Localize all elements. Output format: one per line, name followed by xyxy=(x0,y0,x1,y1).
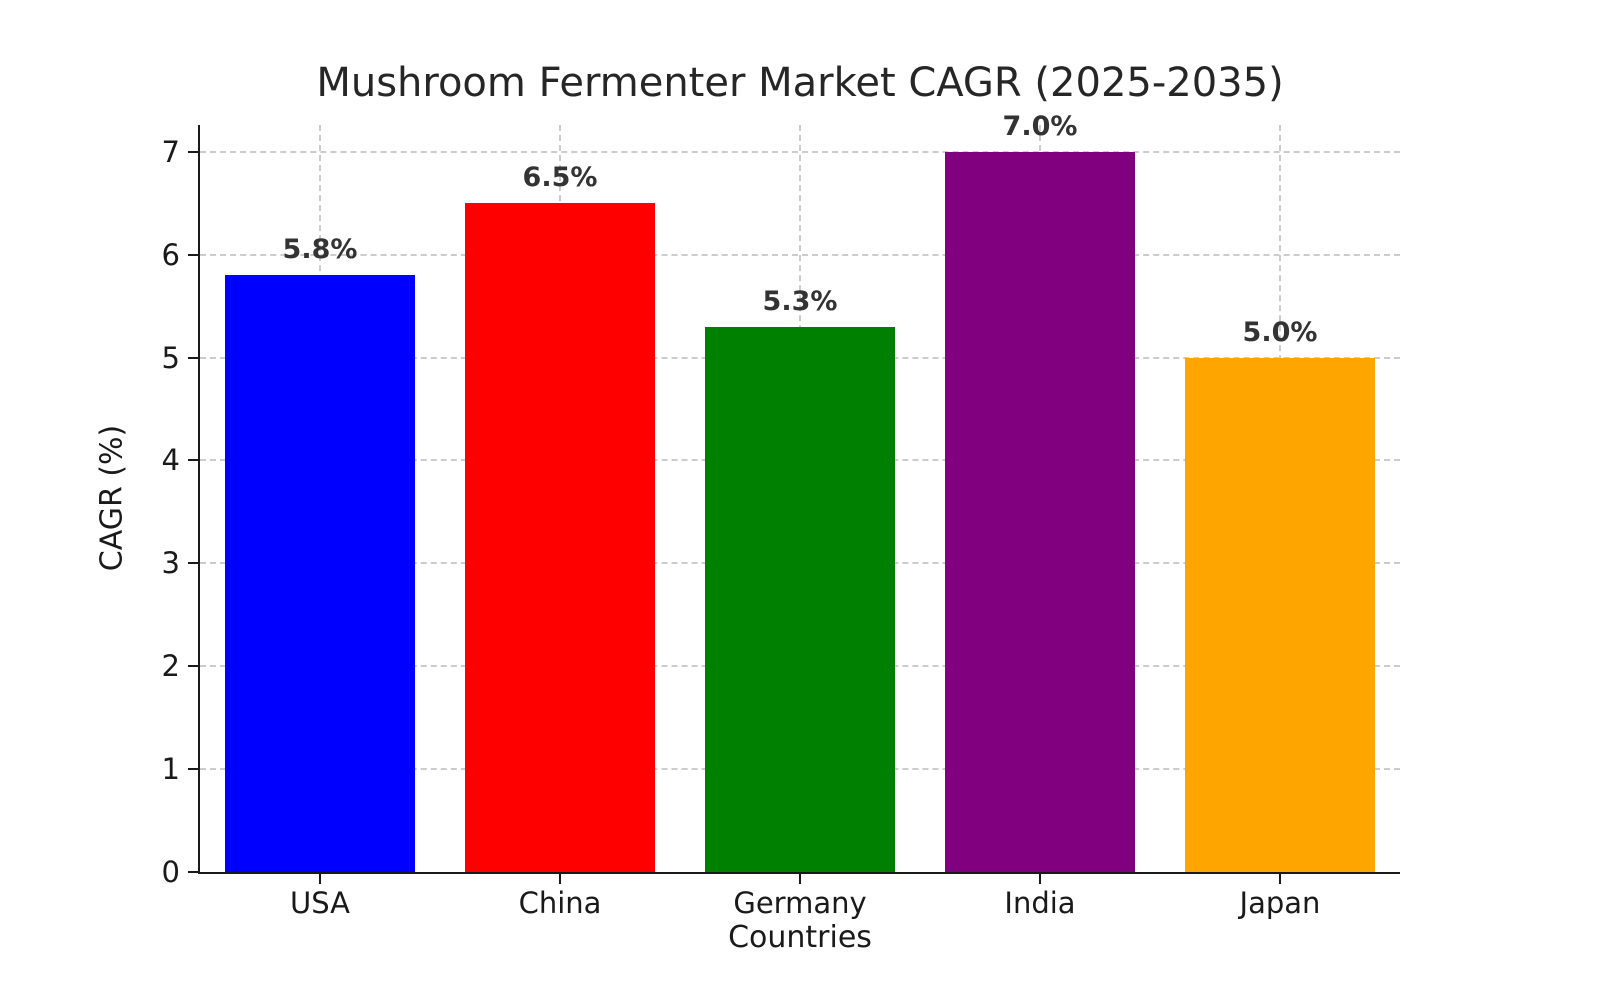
bar xyxy=(705,326,895,872)
bar-value-label: 6.5% xyxy=(522,162,598,194)
y-tick-label: 6 xyxy=(161,237,180,272)
y-tick-mark xyxy=(188,356,198,359)
y-tick-label: 5 xyxy=(161,340,180,375)
chart-title: Mushroom Fermenter Market CAGR (2025-203… xyxy=(316,60,1284,106)
bar-value-label: 5.8% xyxy=(282,234,358,266)
x-tick-label: India xyxy=(1004,886,1076,920)
x-tick-mark xyxy=(559,874,561,884)
y-axis-spine xyxy=(198,125,200,872)
plot-area: 0 1 2 3 4 5 6 7 5.8% USA 6.5% China 5.3% Germany 7.0% I… xyxy=(162,111,1400,920)
y-tick-label: 2 xyxy=(161,649,180,684)
y-tick-mark xyxy=(188,562,198,565)
y-tick-label: 0 xyxy=(161,855,180,889)
x-tick-mark xyxy=(1279,874,1281,884)
y-tick-mark xyxy=(188,459,198,462)
x-axis-spine xyxy=(198,872,1400,874)
x-tick-mark xyxy=(1039,874,1041,884)
y-tick-mark xyxy=(188,150,198,153)
x-tick-label: Germany xyxy=(733,886,867,920)
x-axis-label: Countries xyxy=(728,920,872,955)
y-tick-label: 1 xyxy=(161,752,180,787)
x-tick-mark xyxy=(319,874,321,884)
x-tick-label: Japan xyxy=(1239,886,1321,920)
y-tick-label: 7 xyxy=(161,134,180,169)
x-tick-mark xyxy=(799,874,801,884)
y-tick-mark xyxy=(188,871,198,873)
bar-value-label: 7.0% xyxy=(1002,110,1078,142)
bar-value-label: 5.0% xyxy=(1242,316,1318,348)
y-tick-mark xyxy=(188,665,198,668)
y-tick-mark xyxy=(188,768,198,771)
x-tick-label: China xyxy=(518,886,602,920)
bar-value-label: 5.3% xyxy=(762,285,838,317)
bar xyxy=(1185,357,1375,872)
bar xyxy=(465,203,655,872)
y-tick-label: 3 xyxy=(161,546,180,581)
y-tick-mark xyxy=(188,253,198,256)
x-tick-label: USA xyxy=(289,886,350,920)
bar xyxy=(225,275,415,872)
bar xyxy=(945,151,1135,872)
y-tick-label: 4 xyxy=(161,443,180,478)
